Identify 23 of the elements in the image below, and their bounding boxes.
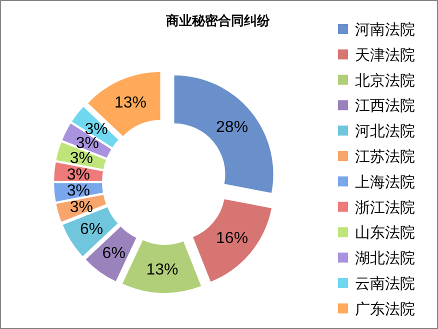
data-label: 3% bbox=[66, 166, 90, 184]
data-label: 16% bbox=[216, 230, 248, 247]
data-label: 28% bbox=[216, 119, 248, 136]
legend-label: 云南法院 bbox=[355, 274, 415, 292]
chart-title: 商业秘密合同纠纷 bbox=[165, 13, 271, 29]
data-label: 13% bbox=[114, 94, 146, 112]
legend-label: 山东法院 bbox=[355, 224, 415, 242]
legend-label: 上海法院 bbox=[355, 172, 415, 191]
legend-label: 湖北法院 bbox=[355, 249, 415, 268]
legend-label: 浙江法院 bbox=[355, 198, 415, 216]
legend-label: 江苏法院 bbox=[355, 148, 415, 166]
legend-label: 北京法院 bbox=[355, 71, 415, 90]
data-label: 6% bbox=[102, 244, 126, 262]
data-label: 6% bbox=[80, 221, 104, 238]
data-label: 3% bbox=[70, 150, 94, 168]
legend-label: 广东法院 bbox=[355, 300, 415, 318]
data-label: 13% bbox=[146, 261, 178, 278]
legend-label: 江西法院 bbox=[355, 96, 415, 115]
data-label: 3% bbox=[66, 182, 90, 200]
legend-label: 天津法院 bbox=[355, 46, 415, 64]
legend-label: 河南法院 bbox=[355, 20, 415, 38]
legend-label: 河北法院 bbox=[355, 122, 415, 140]
data-label: 3% bbox=[70, 198, 94, 216]
